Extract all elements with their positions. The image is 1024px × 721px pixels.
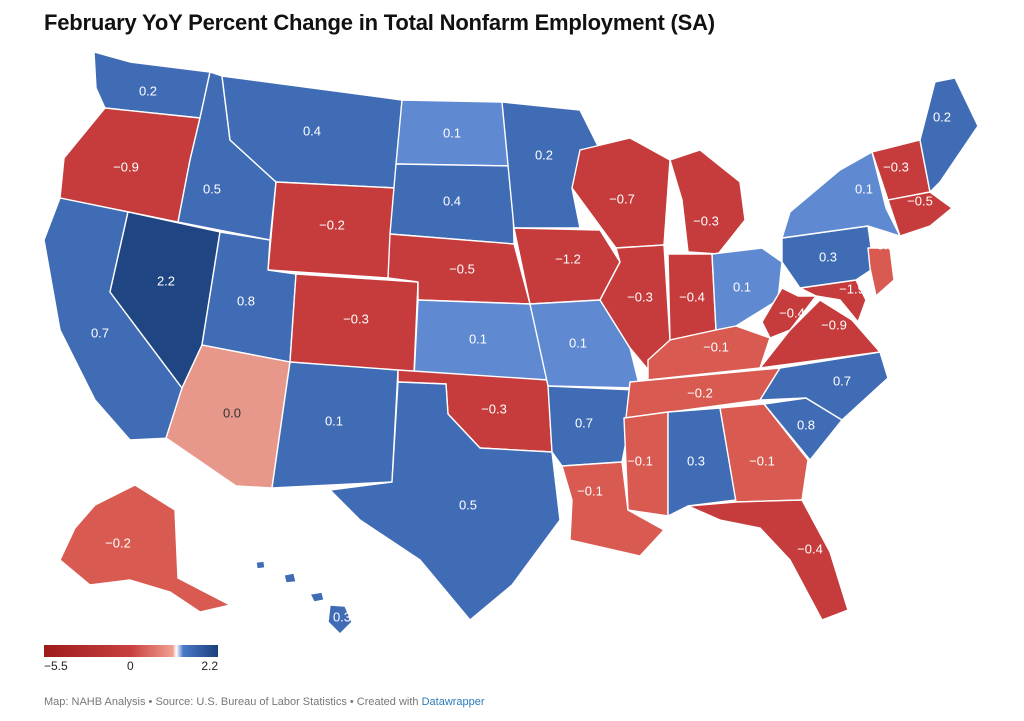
state-hi-oahu[interactable] — [283, 572, 297, 584]
legend-gradient — [44, 645, 218, 657]
label-md: −1.9 — [839, 281, 865, 296]
state-ga[interactable] — [719, 403, 809, 503]
state-mo[interactable] — [529, 299, 641, 389]
state-la[interactable] — [561, 461, 665, 557]
footer-text: Map: NAHB Analysis • Source: U.S. Bureau… — [44, 696, 422, 708]
label-tn: −0.2 — [687, 385, 713, 400]
state-fl[interactable] — [687, 499, 849, 621]
label-in: −0.4 — [679, 289, 705, 304]
label-al: 0.3 — [687, 453, 705, 468]
label-wa: 0.2 — [139, 83, 157, 98]
label-vt: −0.3 — [883, 159, 909, 174]
state-hi-maui[interactable] — [309, 591, 325, 603]
state-al[interactable] — [667, 407, 737, 517]
state-il[interactable] — [599, 244, 671, 373]
label-mi: −0.3 — [693, 213, 719, 228]
label-co: −0.3 — [343, 311, 369, 326]
label-ok: −0.3 — [481, 401, 507, 416]
label-ia: −1.2 — [555, 251, 581, 266]
label-mn: 0.2 — [535, 147, 553, 162]
label-mo: 0.1 — [569, 335, 587, 350]
label-nd: 0.1 — [443, 125, 461, 140]
label-il: −0.3 — [627, 289, 653, 304]
state-ak[interactable] — [59, 484, 231, 613]
label-or: −0.9 — [113, 159, 139, 174]
state-mi[interactable] — [669, 149, 746, 255]
label-ca: 0.7 — [91, 325, 109, 340]
label-az: 0.0 — [223, 405, 241, 420]
color-legend: −5.5 0 2.2 — [44, 645, 218, 673]
label-la: −0.1 — [577, 483, 603, 498]
label-ks: 0.1 — [469, 331, 487, 346]
label-nm: 0.1 — [325, 413, 343, 428]
label-ky: −0.1 — [703, 339, 729, 354]
state-hi-big[interactable] — [327, 604, 353, 635]
label-me: 0.2 — [933, 109, 951, 124]
label-ga: −0.1 — [749, 453, 775, 468]
label-id: 0.5 — [203, 181, 221, 196]
state-va[interactable] — [759, 299, 881, 369]
label-oh: 0.1 — [733, 279, 751, 294]
label-mt: 0.4 — [303, 123, 321, 138]
label-ar: 0.7 — [575, 415, 593, 430]
state-tx[interactable] — [329, 381, 561, 621]
label-ny: 0.1 — [855, 181, 873, 196]
state-me[interactable] — [919, 77, 979, 193]
label-nv: 2.2 — [157, 273, 175, 288]
map-title: February YoY Percent Change in Total Non… — [44, 10, 715, 35]
label-ak: −0.2 — [105, 535, 131, 550]
label-tx: 0.5 — [459, 497, 477, 512]
legend-min: −5.5 — [44, 659, 68, 673]
label-nj: −0.1 — [869, 237, 895, 252]
label-sd: 0.4 — [443, 193, 461, 208]
label-wy: −0.2 — [319, 217, 345, 232]
label-pa: 0.3 — [819, 249, 837, 264]
state-nj[interactable] — [867, 247, 895, 297]
label-sc: 0.8 — [797, 417, 815, 432]
label-ma: −0.5 — [907, 193, 933, 208]
state-hi-kauai[interactable] — [255, 560, 266, 570]
legend-mid: 0 — [127, 659, 134, 673]
state-ny[interactable] — [781, 151, 901, 239]
datawrapper-link[interactable]: Datawrapper — [421, 696, 485, 708]
state-ma[interactable] — [887, 191, 953, 237]
label-ut: 0.8 — [237, 293, 255, 308]
label-nc: 0.7 — [833, 373, 851, 388]
label-va: −0.9 — [821, 317, 847, 332]
footer-credits: Map: NAHB Analysis • Source: U.S. Bureau… — [44, 696, 485, 708]
label-hi: 0.3 — [333, 609, 351, 624]
legend-max: 2.2 — [201, 659, 218, 673]
label-fl: −0.4 — [797, 541, 823, 556]
label-ms: −0.1 — [627, 453, 653, 468]
label-ne: −0.5 — [449, 261, 475, 276]
label-wv: −0.4 — [779, 305, 805, 320]
label-wi: −0.7 — [609, 191, 635, 206]
